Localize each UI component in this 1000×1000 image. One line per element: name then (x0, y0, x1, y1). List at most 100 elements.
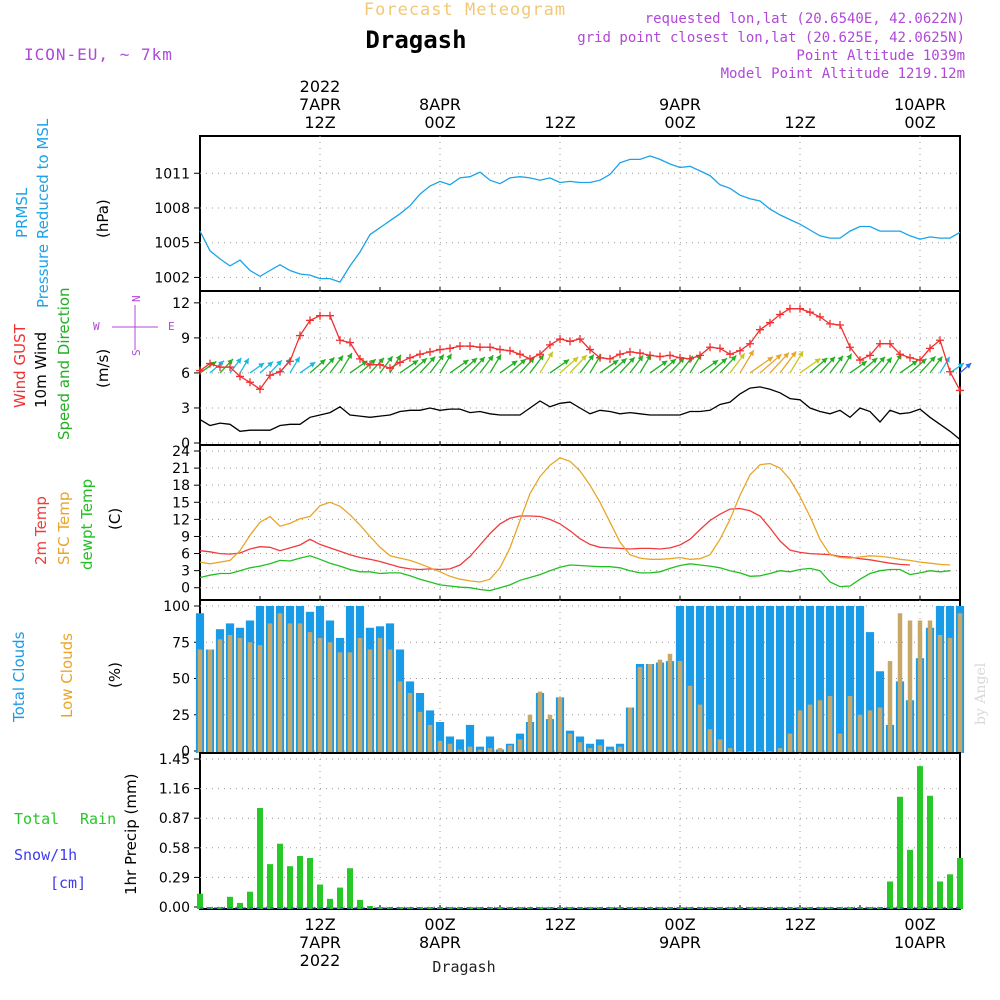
wind-panel-labels: Wind GUST 10m Wind Speed and Direction (… (11, 287, 175, 440)
temperature-series-sfc-temp (199, 457, 951, 583)
wind-arrow-head (790, 351, 797, 358)
gust-marker (336, 336, 344, 345)
total-cloud-bar (455, 739, 465, 753)
wind-gust-label: Wind GUST (11, 323, 29, 408)
top-time-label: 12Z (304, 113, 335, 132)
temperature-ytick-label: 12 (172, 512, 190, 528)
clouds-ytick-label: 0 (181, 744, 190, 760)
rain-bar (777, 907, 783, 909)
total-cloud-bar (825, 606, 835, 753)
low-cloud-bar (557, 697, 563, 753)
wind-arrow-head (429, 356, 436, 363)
rain-bar (587, 907, 593, 909)
wind-arrow-head (294, 356, 300, 363)
wind-arrow-head (309, 362, 316, 368)
panel-precipitation: 0.00 0.29 0.58 0.87 1.16 1.45 (159, 752, 963, 916)
pressure-frame (199, 135, 961, 292)
wind-series-10m-wind (199, 386, 961, 441)
low-cloud-bar (247, 642, 253, 753)
rain-bar (567, 907, 573, 909)
rain-bar (337, 887, 343, 909)
gust-marker (686, 354, 694, 363)
temperature-ytick-label: 15 (172, 495, 190, 511)
low-cloud-bar (867, 710, 873, 753)
wind-arrow-head (612, 360, 619, 366)
wind-arrow-head (929, 356, 936, 363)
precipitation-ytick-label: 1.16 (159, 782, 190, 798)
gridpoint-coords: grid point closest lon,lat (20.625E, 42.… (577, 30, 965, 46)
rain-bar (267, 864, 273, 909)
wind-arrow-head (965, 363, 972, 369)
rain-bar (847, 907, 853, 909)
rain-bar (947, 874, 953, 909)
wind-arrow-head (337, 355, 344, 362)
low-cloud-bar (797, 710, 803, 753)
low-cloud-bar (687, 685, 693, 753)
model-altitude: Model Point Altitude 1219.12m (721, 66, 965, 82)
low-cloud-bar (887, 661, 893, 753)
low-cloud-bar (357, 637, 363, 753)
rain-bar (357, 899, 363, 909)
gust-marker (896, 350, 904, 359)
wind-10m-label: 10m Wind (32, 332, 50, 408)
wind-arrow-head (628, 357, 635, 364)
wind-arrow-head (588, 354, 594, 361)
wind-arrow-head (387, 356, 393, 363)
rain-bar (657, 907, 663, 909)
top-time-label: 10APR (894, 95, 946, 114)
top-time-label: 12Z (784, 113, 815, 132)
wind-ytick-label: 6 (181, 366, 190, 382)
gust-marker (386, 364, 394, 373)
gust-marker (946, 367, 954, 376)
wind-ytick-label: 12 (172, 296, 190, 312)
temp-panel-labels: 2m Temp SFC Temp dewpt Temp (C) (32, 479, 124, 570)
wind-arrow-head (243, 358, 249, 365)
rain-bar (797, 907, 803, 909)
low-cloud-bar (257, 645, 263, 753)
panel-pressure: 1002 1005 1008 1011 (154, 135, 961, 292)
low-cloud-bar (437, 740, 443, 753)
gust-marker (716, 344, 724, 353)
clouds-ytick-label: 100 (163, 599, 190, 615)
rain-bar (377, 907, 383, 909)
gust-marker (466, 342, 474, 351)
wind-arrow-head (739, 353, 745, 360)
pressure-ytick-label: 1008 (154, 201, 190, 217)
low-cloud-bar (957, 613, 963, 753)
wind-arrow-head (547, 351, 553, 358)
rain-bar (317, 884, 323, 909)
bottom-time-label: 00Z (664, 915, 695, 934)
precipitation-ytick-label: 0.29 (159, 870, 190, 886)
low-cloud-bar (407, 693, 413, 753)
bottom-time-label: 00Z (424, 915, 455, 934)
rain-bar (927, 795, 933, 909)
wind-arrow-head (721, 358, 727, 364)
panel-wind: 0 3 6 9 12 (172, 290, 972, 452)
low-cloud-bar (847, 695, 853, 753)
gust-marker (856, 356, 864, 365)
gust-marker (306, 316, 314, 325)
top-time-label: 2022 (300, 77, 341, 96)
precipitation-ytick-label: 0.00 (159, 900, 190, 916)
compass-south: S (130, 349, 143, 356)
cloud-panel-labels: Total Clouds Low Clouds (%) (10, 631, 124, 723)
low-cloud-bar (857, 714, 863, 753)
gust-marker (616, 350, 624, 359)
low-cloud-bar (367, 649, 373, 753)
low-cloud-bar (697, 704, 703, 753)
low-cloud-bar (617, 746, 623, 753)
temperature-ytick-label: 0 (181, 581, 190, 597)
bottom-time-label: 2022 (300, 951, 341, 970)
bottom-time-label: 12Z (304, 915, 335, 934)
wind-direction-arrows (199, 349, 972, 374)
total-cloud-bar (805, 606, 815, 753)
low-cloud-bar (917, 620, 923, 753)
temperature-ytick-label: 9 (181, 529, 190, 545)
bottom-time-label: 8APR (419, 933, 461, 952)
rain-bar (917, 766, 923, 909)
wind-arrow-head (871, 357, 878, 364)
watermark: by Angel (973, 662, 989, 725)
total-cloud-bar (795, 606, 805, 753)
temperature-ytick-label: 18 (172, 478, 190, 494)
